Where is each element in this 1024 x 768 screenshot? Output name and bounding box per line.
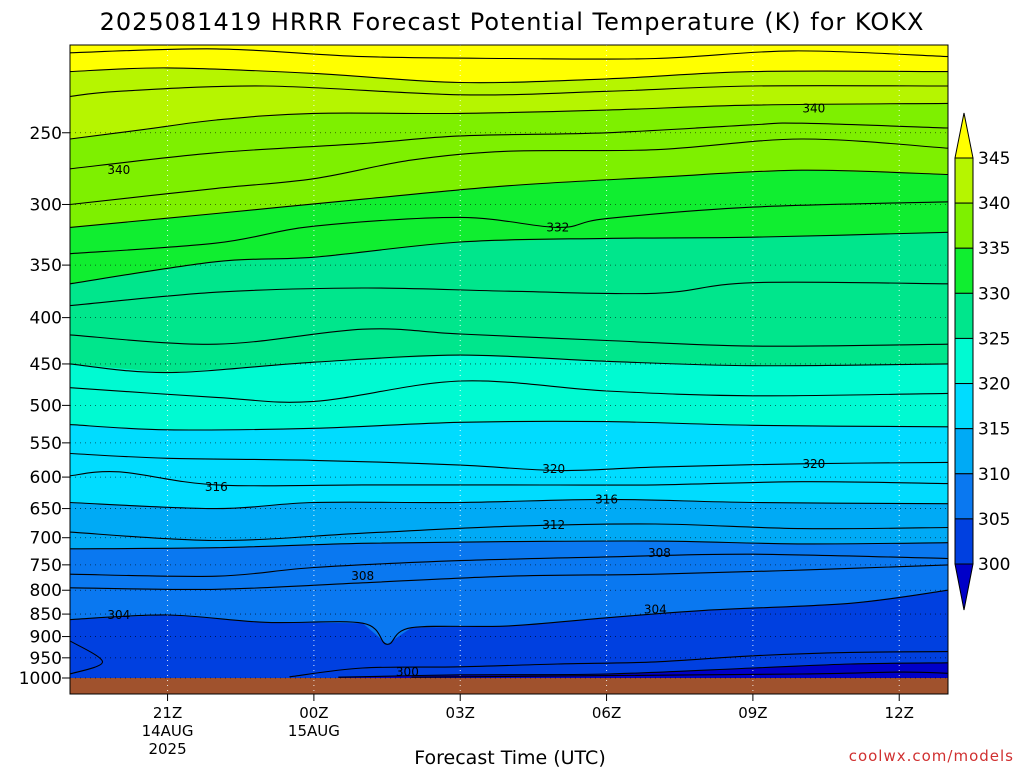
x-axis-label: Forecast Time (UTC) xyxy=(414,747,605,768)
colorbar-label: 335 xyxy=(978,239,1010,259)
band-below-304 xyxy=(70,590,948,678)
colorbar-box xyxy=(954,383,974,430)
colorbar-label: 320 xyxy=(978,375,1010,395)
colorbar-box xyxy=(954,157,974,204)
x-tick-date: 14AUG xyxy=(142,722,194,740)
contour-label: 332 xyxy=(546,220,569,234)
colorbar-label: 305 xyxy=(978,510,1010,530)
colorbar-label: 310 xyxy=(978,465,1010,485)
isentrope-330 xyxy=(70,231,948,285)
contour-label: 300 xyxy=(396,665,419,679)
colorbar-box xyxy=(954,428,974,475)
ground-surface xyxy=(70,678,948,694)
isentrope-340 xyxy=(70,102,948,140)
contour-label: 320 xyxy=(802,457,825,471)
isentrope-326 xyxy=(70,328,948,347)
chart-title: 2025081419 HRRR Forecast Potential Tempe… xyxy=(100,8,925,36)
contour-label: 308 xyxy=(648,546,671,560)
isentropes xyxy=(70,48,948,678)
y-tick-label: 950 xyxy=(30,649,62,669)
y-axis: 250 300 350 400 450 500 550 600 650 700 750 800 850 9… xyxy=(19,124,70,689)
y-tick-label: 900 xyxy=(30,628,62,648)
y-tick-label: 450 xyxy=(30,355,62,375)
colorbar-box xyxy=(954,247,974,294)
contour-label: 312 xyxy=(542,518,565,532)
y-tick-label: 400 xyxy=(30,309,62,329)
isentrope-312 xyxy=(70,523,948,542)
colorbar-box xyxy=(954,518,974,565)
colorbar: 345 340 335 330 325 320 315 310 305 300 xyxy=(954,112,1010,611)
isentrope-324 xyxy=(70,354,948,374)
isentrope-318 xyxy=(70,452,948,472)
colorbar-label: 325 xyxy=(978,329,1010,349)
contour-label: 308 xyxy=(351,569,374,583)
colorbar-label: 300 xyxy=(978,555,1010,575)
y-tick-label: 500 xyxy=(30,396,62,416)
isentrope-342 xyxy=(70,85,948,98)
isentrope-310 xyxy=(70,540,948,550)
y-tick-label: 250 xyxy=(30,124,62,144)
colorbar-bottom-arrow xyxy=(954,563,974,611)
contour-label: 320 xyxy=(542,462,565,476)
isentrope-298 xyxy=(411,671,948,678)
colorbar-label: 315 xyxy=(978,420,1010,440)
contour-label: 304 xyxy=(644,602,667,616)
isentrope-304 xyxy=(70,589,948,645)
y-tick-label: 700 xyxy=(30,529,62,549)
isentrope-300 xyxy=(338,662,948,678)
colorbar-box xyxy=(954,337,974,385)
isentrope-320 xyxy=(70,420,948,431)
x-tick-label: 06Z xyxy=(592,704,621,722)
isentrope-336 xyxy=(70,138,948,206)
colorbar-top-arrow xyxy=(954,112,974,159)
colorbar-label: 340 xyxy=(978,194,1010,214)
colorbar-box xyxy=(954,202,974,249)
y-tick-label: 800 xyxy=(30,581,62,601)
plot-frame xyxy=(69,44,949,695)
y-tick-label: 750 xyxy=(30,556,62,576)
credit-text: coolwx.com/models xyxy=(849,747,1014,765)
isentrope-322 xyxy=(70,380,948,403)
isentrope-328 xyxy=(70,281,948,307)
x-tick-label: 09Z xyxy=(738,704,767,722)
contour-labels: 340 340 332 320 320 316 316 312 308 308 304 304 300 xyxy=(107,101,825,679)
x-tick-label: 00Z xyxy=(299,704,328,722)
contour-label: 316 xyxy=(205,480,228,494)
x-tick-year: 2025 xyxy=(148,740,186,758)
isentrope-334 xyxy=(70,169,948,228)
grid-lines xyxy=(70,45,948,694)
isentrope-344 xyxy=(70,67,948,84)
isentrope-302 xyxy=(289,651,948,678)
isentrope-308 xyxy=(70,553,948,578)
isentrope-302 xyxy=(70,640,104,675)
contour-label: 340 xyxy=(107,163,130,177)
isentrope-346 xyxy=(70,48,948,60)
contour-label: 304 xyxy=(107,608,130,622)
isentrope-316 xyxy=(70,470,948,487)
colorbar-box xyxy=(954,292,974,339)
y-tick-label: 1000 xyxy=(19,669,62,689)
shaded-bands xyxy=(70,45,948,678)
colorbar-box xyxy=(954,473,974,520)
isentrope-306 xyxy=(70,564,948,591)
y-tick-label: 300 xyxy=(30,195,62,215)
y-tick-label: 350 xyxy=(30,256,62,276)
y-tick-label: 550 xyxy=(30,434,62,454)
contour-label: 340 xyxy=(802,101,825,115)
colorbar-label: 345 xyxy=(978,149,1010,169)
isentrope-314 xyxy=(70,498,948,510)
x-tick-label: 03Z xyxy=(446,704,475,722)
colorbar-label: 330 xyxy=(978,284,1010,304)
y-tick-label: 650 xyxy=(30,500,62,520)
contour-label: 316 xyxy=(595,492,618,506)
isentrope-338 xyxy=(70,122,948,170)
y-tick-label: 850 xyxy=(30,605,62,625)
x-tick-date: 15AUG xyxy=(288,722,340,740)
isentrope-332 xyxy=(70,201,948,255)
x-tick-label: 12Z xyxy=(885,704,914,722)
x-tick-label: 21Z xyxy=(153,704,182,722)
y-tick-label: 600 xyxy=(30,468,62,488)
